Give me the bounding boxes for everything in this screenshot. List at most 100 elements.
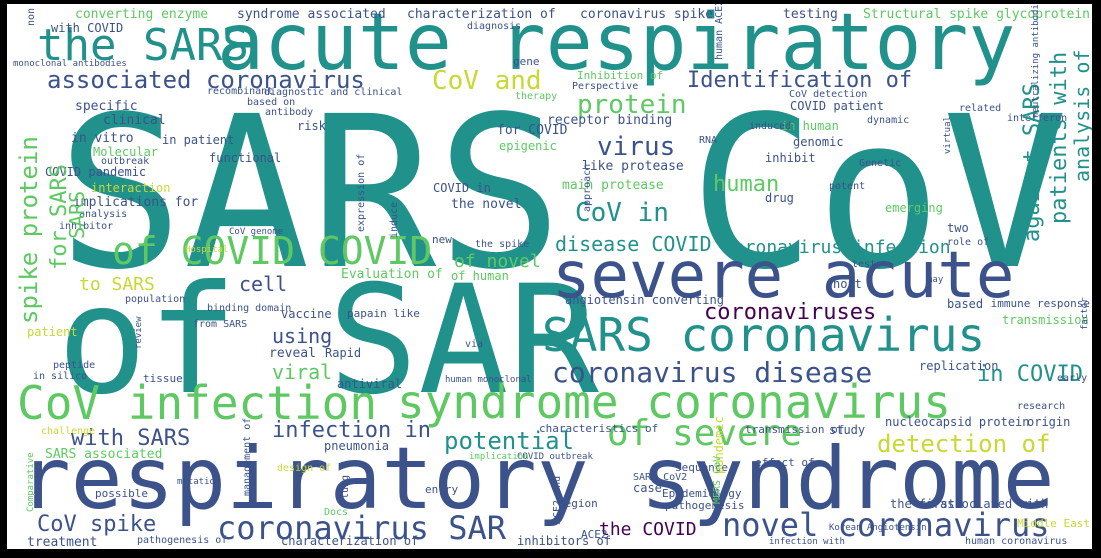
cloud-word: analysis (79, 209, 128, 220)
cloud-word: acute respiratory (217, 4, 1016, 88)
cloud-word: pathogenesis (665, 499, 745, 512)
cloud-word: drug (765, 191, 794, 205)
cloud-word: potential (444, 427, 575, 455)
cloud-word: Epidemiology (662, 487, 742, 500)
cloud-word: COVID patient (790, 99, 884, 113)
cloud-word: converting enzyme (75, 7, 209, 22)
cloud-word: papain like (347, 307, 420, 320)
cloud-word: antiviral (337, 377, 403, 391)
cloud-word: human monoclonal (445, 375, 532, 385)
cloud-word: effect of (755, 456, 815, 469)
cloud-word: severe acute (552, 239, 1015, 313)
cloud-word: receptor binding (547, 113, 673, 128)
cloud-word: in patient (162, 133, 235, 147)
cloud-word: spike protein (15, 136, 43, 324)
cloud-word: tissue (143, 372, 183, 385)
cloud-word: two (947, 221, 969, 235)
cloud-word: novel coronavirus (722, 506, 1050, 544)
cloud-word: related (959, 103, 1002, 114)
cloud-word: like protease (582, 159, 684, 174)
cloud-word: implication (469, 452, 529, 462)
cloud-word: new (432, 233, 452, 246)
cloud-word: protein (577, 90, 687, 120)
cloud-word: for COVID (497, 123, 568, 138)
cloud-word: MERS CoV (712, 455, 723, 504)
cloud-word: with COVID (51, 21, 124, 35)
cloud-word: lung (340, 474, 351, 499)
cloud-word: of COVID COVID (112, 229, 433, 273)
cloud-word: test (852, 259, 877, 270)
cloud-word: SARS associated (45, 447, 163, 462)
cloud-word: human coronavirus (965, 536, 1068, 547)
cloud-word: virus (597, 132, 676, 162)
cloud-word: coronavirus SAR (217, 509, 506, 547)
cloud-word: clinical (103, 113, 166, 128)
cloud-word: SARS (65, 190, 89, 239)
cloud-word: human ACE2 (714, 4, 725, 60)
cloud-word: risk (297, 119, 326, 133)
cloud-word: design of (277, 463, 332, 474)
cloud-word: COVID outbreak (517, 452, 593, 462)
cloud-word: transmission (1002, 313, 1089, 327)
cloud-word: approach (582, 163, 593, 212)
cloud-word: characteristics of (539, 422, 659, 435)
cloud-word: genomic (793, 135, 844, 149)
cloud-word: immune response (990, 297, 1090, 310)
cloud-word: implications for (73, 195, 199, 210)
cloud-word: COVID in (433, 181, 491, 195)
cloud-word: characterization of (281, 534, 419, 548)
cloud-word: Rapid (325, 346, 362, 360)
cloud-word: SARS CoV2 (633, 472, 688, 483)
cloud-word: to SARS (79, 274, 155, 295)
cloud-word: transmission of (745, 423, 845, 436)
cloud-word: CoV detection (789, 89, 868, 100)
cloud-word: coronavirus disease (552, 356, 873, 389)
cloud-word: factor (1080, 297, 1090, 330)
cloud-word: gene (513, 55, 540, 68)
cloud-word: outbreak (101, 156, 150, 167)
cloud-word: associated with (940, 497, 1049, 511)
cloud-word: vaccine (281, 307, 332, 321)
cloud-word: of SAR (57, 254, 599, 428)
cloud-word: COVID pandemic (45, 165, 147, 179)
cloud-word: inhibit (765, 151, 816, 165)
cloud-word: testing (783, 7, 838, 22)
cloud-word: Perspective (572, 81, 639, 92)
cloud-word: ACE2 and (552, 475, 563, 524)
cloud-word: inhibitor (59, 221, 114, 232)
cloud-word: diagnosis (467, 21, 522, 32)
cloud-word: in COVID (977, 362, 1083, 387)
cloud-word: pathogenesis of (137, 535, 228, 546)
cloud-word: from SARS (193, 319, 248, 330)
cloud-word: analysis of (1070, 49, 1092, 182)
cloud-word: interaction (91, 181, 171, 195)
cloud-word: nucleocapsid protein (885, 415, 1030, 429)
cloud-word: CoV genome (229, 227, 284, 237)
cloud-word: emerging (885, 201, 943, 215)
cloud-word: respiratory syndrome (19, 429, 1055, 529)
cloud-word: peptide (53, 360, 96, 371)
cloud-word: patients with (1047, 51, 1072, 224)
cloud-word: SARS coronavirus (542, 308, 986, 362)
cloud-word: cell (239, 272, 288, 296)
cloud-word: mutation (177, 477, 221, 487)
cloud-word: associated coronavirus (47, 66, 365, 94)
cloud-word: functional (209, 151, 282, 165)
cloud-word: Structural spike glycoprotein (863, 7, 1090, 22)
cloud-word: possible (95, 487, 148, 500)
cloud-word: neutralizing antibodies (1031, 4, 1041, 118)
cloud-word: early (1057, 373, 1088, 384)
cloud-word: potent (829, 181, 866, 192)
cloud-word: study (829, 423, 866, 437)
cloud-word: characterization of (407, 7, 556, 22)
cloud-word: coronavirus infection (723, 237, 951, 258)
cloud-word: case (633, 481, 662, 495)
cloud-word: treatment (27, 535, 98, 549)
cloud-word: coronaviruses (704, 300, 877, 325)
cloud-word: of human (451, 269, 509, 283)
cloud-word: of novel (454, 251, 541, 272)
cloud-word: Docs (324, 507, 349, 518)
cloud-word: challenge (41, 426, 96, 437)
cloud-word: monoclonal antibodies (13, 59, 127, 69)
cloud-word: may (927, 275, 944, 285)
